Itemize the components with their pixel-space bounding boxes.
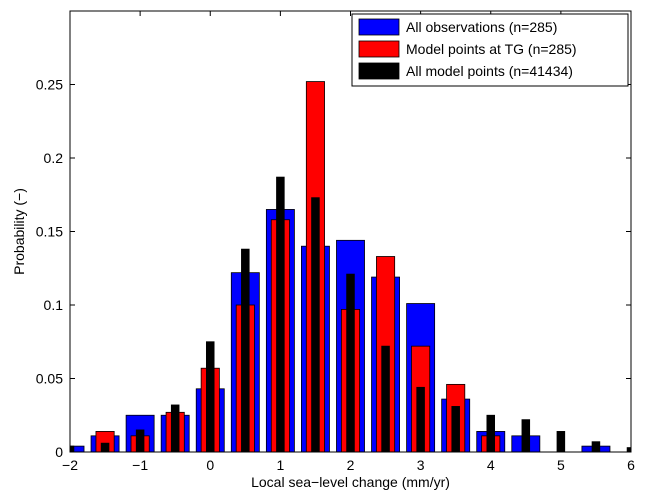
bar-series-3-x-5 — [556, 431, 566, 452]
x-tick-label: 5 — [557, 457, 565, 473]
bar-series-3-x-0p5 — [241, 248, 250, 452]
bar-series-3-x-3 — [416, 386, 425, 452]
y-axis-title: Probability (−) — [11, 188, 27, 275]
bar-series-3-x-3p5 — [451, 406, 460, 452]
legend-label-2: Model points at TG (n=285) — [406, 41, 577, 57]
y-tick-label: 0.25 — [36, 77, 63, 93]
x-tick-label: −1 — [132, 457, 148, 473]
x-tick-label: 2 — [347, 457, 355, 473]
x-tick-label: 3 — [417, 457, 425, 473]
legend-swatch-2 — [358, 40, 400, 58]
bar-series-3-x-2 — [346, 273, 355, 452]
x-tick-label: −2 — [62, 457, 78, 473]
bar-series-1-x--2 — [70, 445, 85, 452]
legend-swatch-3 — [358, 62, 400, 80]
x-axis-title: Local sea−level change (mm/yr) — [251, 474, 450, 490]
bar-series-3-x-2p5 — [381, 345, 390, 452]
bar-series-3-x-0 — [205, 341, 215, 452]
y-tick-label: 0 — [55, 444, 63, 460]
bar-series-3-x-6 — [626, 447, 631, 452]
bars-layer — [70, 81, 631, 452]
y-tick-label: 0.2 — [44, 150, 64, 166]
bar-series-3-x-1p5 — [311, 197, 320, 452]
legend-label-3: All model points (n=41434) — [406, 63, 573, 79]
legend-label-1: All observations (n=285) — [406, 19, 557, 35]
y-tick-label: 0.1 — [44, 297, 64, 313]
bar-series-3-x--0p5 — [170, 404, 180, 452]
bar-series-3-x--1p5 — [100, 442, 110, 452]
legend: All observations (n=285) Model points at … — [351, 13, 629, 87]
x-tick-label: 1 — [276, 457, 284, 473]
bar-series-3-x-5p5 — [591, 441, 601, 452]
x-tick-label: 4 — [487, 457, 495, 473]
bar-series-3-x-1 — [276, 176, 285, 452]
legend-swatch-1 — [358, 18, 400, 36]
x-tick-label: 6 — [627, 457, 635, 473]
tick-labels-layer: −2 −1 0 1 2 3 4 5 6 0 0.05 0.1 0.15 0.2 0.25 — [36, 77, 635, 474]
bar-series-2-x--1p5 — [95, 431, 115, 452]
bar-series-3-x-4 — [486, 414, 496, 452]
y-tick-label: 0.15 — [36, 224, 63, 240]
x-tick-label: 0 — [206, 457, 214, 473]
bar-series-3-x--1 — [135, 429, 145, 452]
bar-series-3-x-4p5 — [521, 419, 531, 452]
y-tick-label: 0.05 — [36, 371, 63, 387]
